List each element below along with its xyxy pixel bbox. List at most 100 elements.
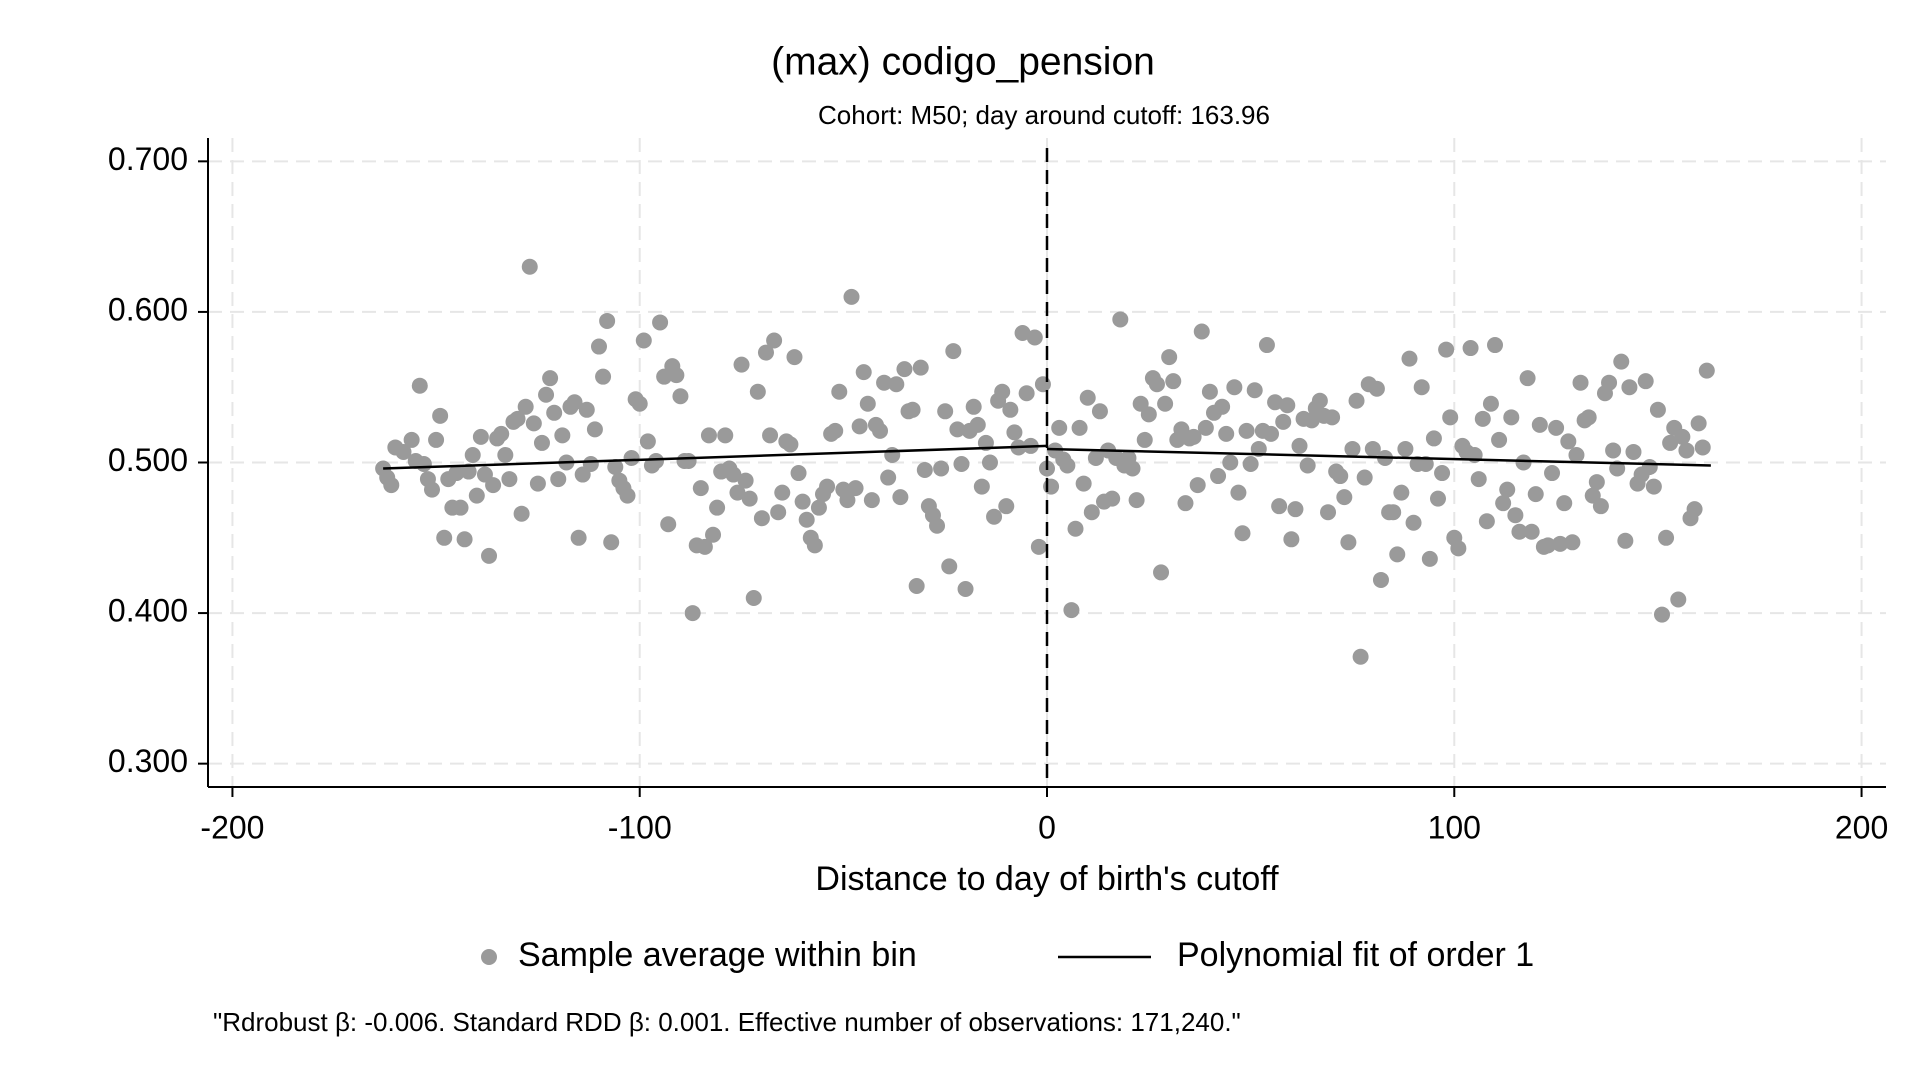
scatter-point	[1189, 477, 1206, 494]
scatter-point	[1087, 449, 1104, 466]
scatter-point	[1034, 376, 1051, 393]
scatter-point	[680, 452, 697, 469]
scatter-point	[717, 427, 734, 444]
scatter-point	[1621, 379, 1638, 396]
scatter-point	[696, 538, 713, 555]
scatter-point	[619, 487, 636, 504]
scatter-point	[1340, 534, 1357, 551]
scatter-point	[1462, 340, 1479, 357]
scatter-point	[1226, 379, 1243, 396]
scatter-point	[1075, 475, 1092, 492]
scatter-point	[428, 431, 445, 448]
scatter-point	[550, 471, 567, 488]
scatter-point	[1234, 525, 1251, 542]
scatter-point	[912, 359, 929, 376]
scatter-point	[493, 425, 510, 442]
scatter-point	[590, 338, 607, 355]
scatter-point	[1185, 428, 1202, 445]
scatter-point	[945, 343, 962, 360]
scatter-point	[432, 407, 449, 424]
scatter-point	[843, 288, 860, 305]
scatter-point	[529, 475, 546, 492]
scatter-point	[1385, 504, 1402, 521]
scatter-point	[933, 460, 950, 477]
scatter-point	[1364, 440, 1381, 457]
scatter-point	[1124, 460, 1141, 477]
scatter-point	[648, 452, 665, 469]
x-tick-label: 200	[1835, 809, 1888, 845]
scatter-point	[1112, 311, 1129, 328]
scatter-point	[1230, 484, 1247, 501]
scatter-point	[1658, 529, 1675, 546]
scatter-point	[880, 469, 897, 486]
scatter-point	[998, 498, 1015, 515]
scatter-point	[1592, 498, 1609, 515]
scatter-point	[794, 493, 811, 510]
scatter-point	[798, 511, 815, 528]
scatter-point	[973, 478, 990, 495]
scatter-point	[839, 492, 856, 509]
scatter-point	[1267, 394, 1284, 411]
scatter-point	[1523, 523, 1540, 540]
y-tick-label: 0.500	[108, 442, 188, 478]
scatter-point	[538, 386, 555, 403]
scatter-point	[1637, 373, 1654, 390]
scatter-point	[1605, 442, 1622, 459]
scatter-point	[904, 401, 921, 418]
chart-title: (max) codigo_pension	[771, 40, 1155, 83]
scatter-point	[757, 344, 774, 361]
scatter-point	[1645, 478, 1662, 495]
scatter-point	[1242, 456, 1259, 473]
scatter-point	[859, 395, 876, 412]
scatter-point	[782, 436, 799, 453]
scatter-point	[741, 490, 758, 507]
scatter-point	[733, 356, 750, 373]
scatter-point	[1161, 349, 1178, 366]
scatter-point	[953, 456, 970, 473]
scatter-point	[1482, 395, 1499, 412]
scatter-point	[607, 459, 624, 476]
scatter-point	[1515, 454, 1532, 471]
scatter-point	[501, 471, 518, 488]
scatter-point	[1641, 459, 1658, 476]
scatter-point	[892, 489, 909, 506]
scatter-point	[753, 510, 770, 527]
x-tick-label: -200	[200, 809, 264, 845]
scatter-point	[1214, 398, 1231, 415]
scatter-point	[1238, 422, 1255, 439]
scatter-point	[1572, 374, 1589, 391]
scatter-point	[1397, 440, 1414, 457]
scatter-point	[1519, 370, 1536, 387]
scatter-point	[749, 383, 766, 400]
scatter-point	[1511, 523, 1528, 540]
scatter-point	[1324, 409, 1341, 426]
scatter-point	[1588, 474, 1605, 491]
scatter-point	[521, 258, 538, 275]
scatter-point	[1051, 419, 1068, 436]
scatter-point	[1686, 501, 1703, 518]
scatter-point	[1531, 416, 1548, 433]
scatter-point	[819, 478, 836, 495]
scatter-point	[1091, 403, 1108, 420]
scatter-point	[1580, 409, 1597, 426]
scatter-point	[1503, 409, 1520, 426]
scatter-point	[460, 463, 477, 480]
scatter-point	[1662, 434, 1679, 451]
scatter-point	[517, 398, 534, 415]
note: "Rdrobust β: -0.006. Standard RDD β: 0.0…	[213, 1007, 1241, 1037]
scatter-point	[1299, 457, 1316, 474]
scatter-point	[1177, 495, 1194, 512]
scatter-point	[1136, 431, 1153, 448]
legend-label: Sample average within bin	[518, 936, 917, 974]
scatter-point	[1344, 440, 1361, 457]
scatter-point	[1617, 532, 1634, 549]
y-tick-label: 0.300	[108, 743, 188, 779]
scatter-point	[1389, 546, 1406, 563]
scatter-point	[863, 492, 880, 509]
scatter-point	[1678, 442, 1695, 459]
scatter-point	[1083, 504, 1100, 521]
scatter-point	[1674, 428, 1691, 445]
x-tick-label: 0	[1038, 809, 1056, 845]
scatter-point	[957, 580, 974, 597]
